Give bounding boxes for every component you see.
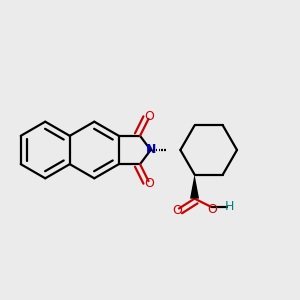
Polygon shape — [190, 175, 199, 199]
Text: O: O — [207, 203, 217, 216]
Text: O: O — [172, 204, 182, 217]
Text: O: O — [144, 177, 154, 190]
Text: N: N — [146, 143, 156, 156]
Text: H: H — [225, 200, 234, 213]
Text: O: O — [144, 110, 154, 123]
